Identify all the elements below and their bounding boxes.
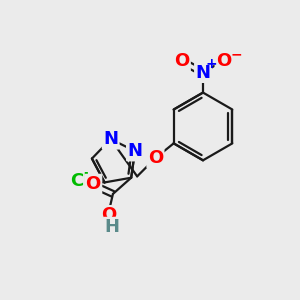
Text: O: O (101, 206, 116, 224)
Text: Cl: Cl (70, 172, 89, 190)
Text: O: O (216, 52, 231, 70)
Text: N: N (196, 64, 211, 82)
Text: O: O (174, 52, 189, 70)
Text: N: N (128, 142, 142, 160)
Text: N: N (103, 130, 118, 148)
Text: −: − (230, 47, 242, 61)
Text: +: + (205, 57, 217, 71)
Text: O: O (85, 175, 101, 193)
Text: O: O (148, 149, 163, 167)
Text: H: H (104, 218, 119, 236)
